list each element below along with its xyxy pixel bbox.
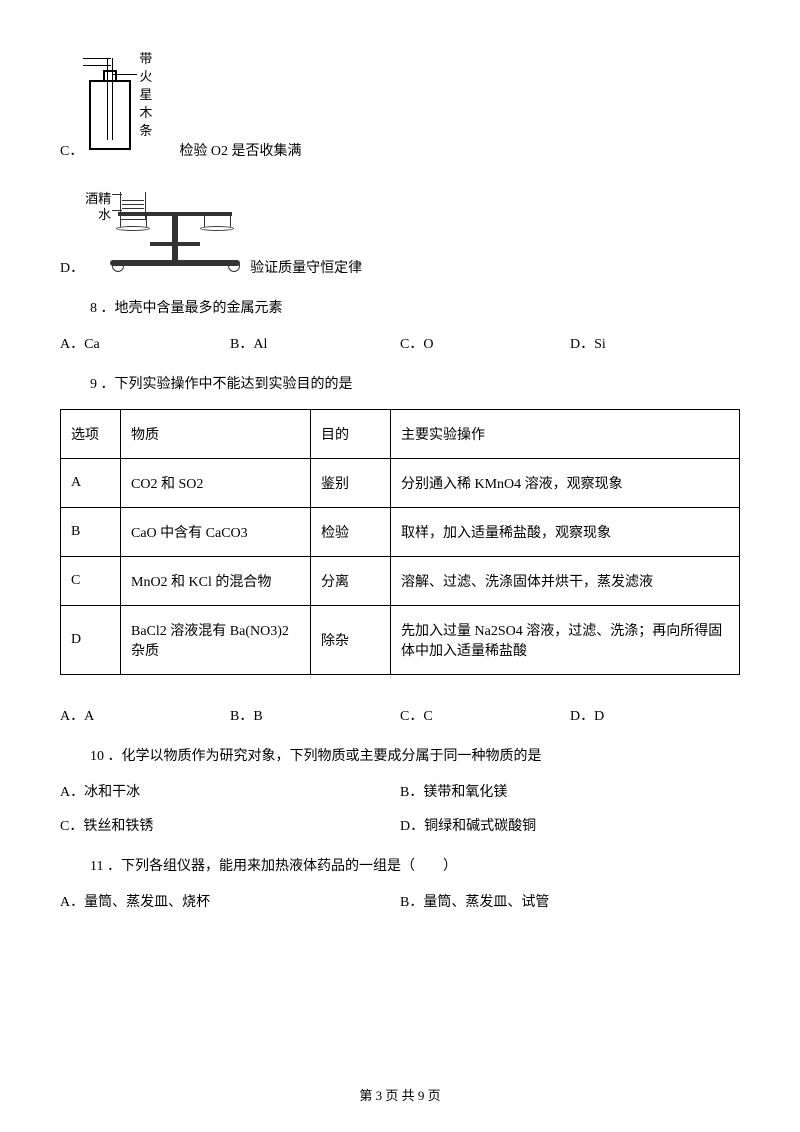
q10-opt-a: A．冰和干冰 xyxy=(60,781,400,801)
q10-opt-c: C．铁丝和铁锈 xyxy=(60,815,400,835)
q11-opt-b: B．量筒、蒸发皿、试管 xyxy=(400,891,740,911)
balance-base xyxy=(110,260,240,266)
option-d-label: D． xyxy=(60,257,84,277)
q9-table: 选项 物质 目的 主要实验操作 A CO2 和 SO2 鉴别 分别通入稀 KMn… xyxy=(60,409,740,675)
option-c-label: C． xyxy=(60,140,83,160)
cell: 除杂 xyxy=(311,606,391,675)
q8-opt-c: C．O xyxy=(400,333,570,353)
question-11: 11 ．下列各组仪器，能用来加热液体药品的一组是（ ） xyxy=(90,855,740,875)
q9-opt-b: B．B xyxy=(230,705,400,725)
cell: 先加入过量 Na2SO4 溶液，过滤、洗涤；再向所得固体中加入适量稀盐酸 xyxy=(391,606,740,675)
option-c-text: 检验 O2 是否收集满 xyxy=(179,140,301,160)
q10-options-row2: C．铁丝和铁锈 D．铜绿和碱式碳酸铜 xyxy=(60,815,740,835)
stick-pointer-line xyxy=(113,74,137,75)
question-8: 8 ．地壳中含量最多的金属元素 xyxy=(90,297,740,317)
table-row: B CaO 中含有 CaCO3 检验 取样，加入适量稀盐酸，观察现象 xyxy=(61,508,740,557)
glowing-splint-label: 带 火 星 木 条 xyxy=(139,50,152,140)
pan-string xyxy=(204,215,205,227)
q9-opt-c: C．C xyxy=(400,705,570,725)
cell: A xyxy=(61,459,121,508)
label-char-1: 带 xyxy=(139,50,152,68)
label-char-5: 条 xyxy=(139,122,152,140)
cell: BaCl2 溶液混有 Ba(NO3)2 杂质 xyxy=(121,606,311,675)
th-purpose: 目的 xyxy=(311,410,391,459)
q10-opt-b: B．镁带和氧化镁 xyxy=(400,781,740,801)
cell: 分离 xyxy=(311,557,391,606)
question-9: 9 ．下列实验操作中不能达到实验目的的是 xyxy=(90,373,740,393)
balance-pan-left xyxy=(116,226,150,231)
cell: 鉴别 xyxy=(311,459,391,508)
q8-options: A．Ca B．Al C．O D．Si xyxy=(60,333,740,353)
balance-tray xyxy=(150,242,200,246)
beaker-liquid xyxy=(122,200,144,212)
cell: MnO2 和 KCl 的混合物 xyxy=(121,557,311,606)
cell: 分别通入稀 KMnO4 溶液，观察现象 xyxy=(391,459,740,508)
balance-foot xyxy=(228,264,240,272)
question-10: 10 ．化学以物质作为研究对象，下列物质或主要成分属于同一种物质的是 xyxy=(90,745,740,765)
option-d-text: 验证质量守恒定律 xyxy=(250,257,362,277)
table-header-row: 选项 物质 目的 主要实验操作 xyxy=(61,410,740,459)
th-operation: 主要实验操作 xyxy=(391,410,740,459)
q10-options-row1: A．冰和干冰 B．镁带和氧化镁 xyxy=(60,781,740,801)
cell: C xyxy=(61,557,121,606)
q11-opt-a: A．量筒、蒸发皿、烧杯 xyxy=(60,891,400,911)
balance-pan-right xyxy=(200,226,234,231)
cell: CO2 和 SO2 xyxy=(121,459,311,508)
q9-opt-d: D．D xyxy=(570,705,740,725)
th-option: 选项 xyxy=(61,410,121,459)
page-footer: 第 3 页 共 9 页 xyxy=(0,1085,800,1104)
label-water: 水 xyxy=(98,204,111,223)
diagram-balance: 酒精 水 xyxy=(90,182,250,277)
table-row: D BaCl2 溶液混有 Ba(NO3)2 杂质 除杂 先加入过量 Na2SO4… xyxy=(61,606,740,675)
delivery-tube xyxy=(107,58,113,140)
label-char-2: 火 xyxy=(139,68,152,86)
balance-pillar xyxy=(172,214,178,262)
label-char-4: 木 xyxy=(139,104,152,122)
option-d-row: D． 酒精 水 验证质量守恒定律 xyxy=(60,182,740,277)
cell: B xyxy=(61,508,121,557)
q8-opt-b: B．Al xyxy=(230,333,400,353)
cell: 检验 xyxy=(311,508,391,557)
table-row: A CO2 和 SO2 鉴别 分别通入稀 KMnO4 溶液，观察现象 xyxy=(61,459,740,508)
option-c-row: C． 带 火 星 木 条 检验 O2 是否收集满 xyxy=(60,50,740,160)
pan-string xyxy=(230,215,231,227)
cell: 取样，加入适量稀盐酸，观察现象 xyxy=(391,508,740,557)
q9-opt-a: A．A xyxy=(60,705,230,725)
cell: 溶解、过滤、洗涤固体并烘干，蒸发滤液 xyxy=(391,557,740,606)
cell: D xyxy=(61,606,121,675)
q11-options-row1: A．量筒、蒸发皿、烧杯 B．量筒、蒸发皿、试管 xyxy=(60,891,740,911)
q10-opt-d: D．铜绿和碱式碳酸铜 xyxy=(400,815,740,835)
diagram-gas-collection: 带 火 星 木 条 xyxy=(89,50,179,160)
label-char-3: 星 xyxy=(139,86,152,104)
th-substance: 物质 xyxy=(121,410,311,459)
pan-string xyxy=(120,215,121,227)
table-row: C MnO2 和 KCl 的混合物 分离 溶解、过滤、洗涤固体并烘干，蒸发滤液 xyxy=(61,557,740,606)
cell: CaO 中含有 CaCO3 xyxy=(121,508,311,557)
balance-foot xyxy=(112,264,124,272)
q8-opt-a: A．Ca xyxy=(60,333,230,353)
pan-string xyxy=(146,215,147,227)
q8-opt-d: D．Si xyxy=(570,333,740,353)
q9-options: A．A B．B C．C D．D xyxy=(60,705,740,725)
